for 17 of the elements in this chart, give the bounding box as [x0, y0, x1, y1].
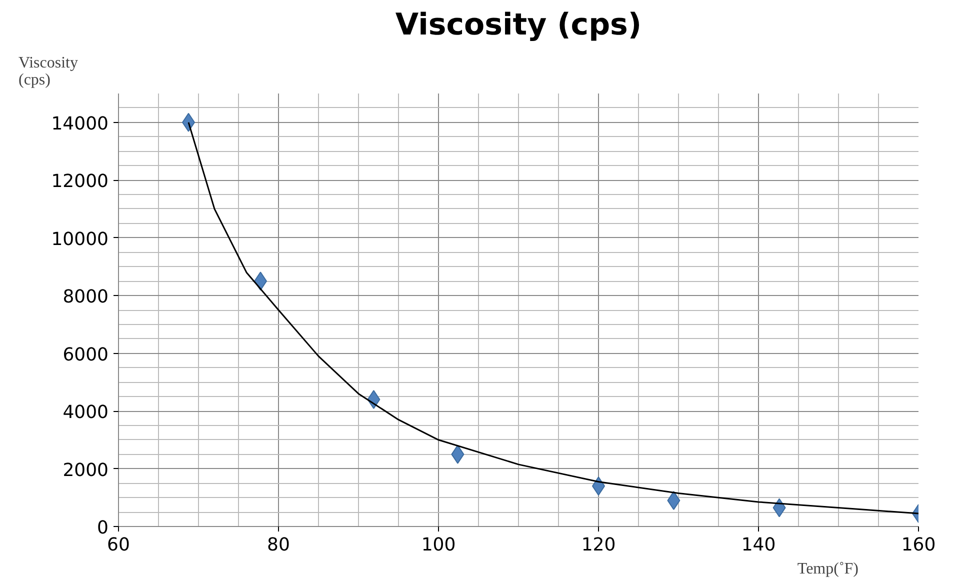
x-axis-title: Temp(˚F) — [797, 560, 859, 578]
y-tick-label: 4000 — [62, 402, 109, 424]
x-tick-label: 100 — [421, 534, 456, 556]
y-tick-label: 14000 — [51, 113, 109, 134]
y-tick-label: 0 — [97, 518, 108, 538]
x-tick-label: 160 — [901, 534, 936, 556]
y-axis-title: Viscosity (cps) — [18, 54, 78, 88]
chart-title: Viscosity (cps) — [395, 8, 642, 42]
x-tick-label: 80 — [267, 534, 290, 556]
y-tick-label: 12000 — [51, 171, 109, 192]
y-tick-label: 2000 — [62, 460, 109, 481]
y-tick-label: 10000 — [51, 228, 109, 250]
x-tick-label: 140 — [741, 534, 776, 556]
y-tick-label: 8000 — [62, 286, 109, 308]
x-tick-label: 120 — [581, 534, 616, 556]
x-tick-label: 60 — [107, 534, 130, 556]
y-tick-label: 6000 — [62, 344, 109, 366]
